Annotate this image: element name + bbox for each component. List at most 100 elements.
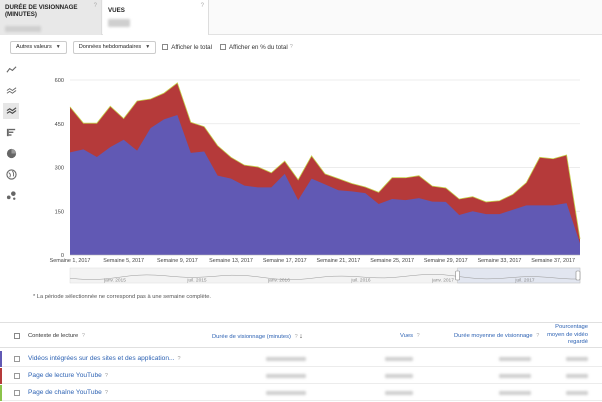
row-checkbox[interactable]	[14, 356, 20, 362]
cell-blurred	[499, 391, 531, 395]
globe-icon	[5, 168, 17, 180]
bar-chart-button[interactable]	[3, 124, 19, 140]
help-icon[interactable]: ?	[104, 390, 108, 396]
table-row[interactable]: Page de lecture YouTube?	[0, 368, 602, 384]
navigator-selection	[457, 267, 581, 284]
row-label[interactable]: Page de chaîne YouTube?	[28, 389, 108, 396]
period-dropdown[interactable]: Données hebdomadaires ▼	[72, 40, 157, 54]
table-header: Contexte de lecture ? Durée de visionnag…	[0, 322, 602, 348]
chart-toolbar: Autres valeurs ▼ Données hebdomadaires ▼…	[10, 40, 301, 54]
show-percent-option[interactable]: Afficher en % du total ?	[220, 44, 293, 51]
stacked-area-icon	[6, 106, 16, 114]
x-tick-label: Semaine 29, 2017	[424, 258, 468, 264]
area-series-0	[70, 115, 580, 255]
metric-value-blurred	[5, 25, 41, 32]
help-icon[interactable]: ?	[177, 356, 181, 362]
cell-blurred	[385, 391, 413, 395]
metric-tab-watch-time[interactable]: DURÉE DE VISIONNAGE (MINUTES) ?	[0, 0, 102, 35]
column-header-context[interactable]: Contexte de lecture ?	[28, 333, 85, 339]
select-all-checkbox[interactable]	[14, 333, 20, 339]
stacked-area-button[interactable]	[3, 103, 19, 119]
x-tick-label: Semaine 5, 2017	[103, 258, 144, 264]
x-tick-label: Semaine 37, 2017	[531, 258, 575, 264]
help-icon[interactable]: ?	[81, 333, 85, 339]
row-checkbox[interactable]	[14, 373, 20, 379]
caret-down-icon: ▼	[145, 44, 151, 50]
navigator-label: juil. 2017	[514, 278, 535, 284]
bar-chart-icon	[6, 128, 15, 136]
show-percent-label: Afficher en % du total	[229, 43, 288, 51]
chart-type-rail	[0, 59, 22, 209]
column-header-watch-time-label: Durée de visionnage (minutes)	[212, 334, 291, 340]
line-chart-icon	[5, 65, 16, 73]
navigator-handle	[455, 270, 460, 281]
x-tick-label: Semaine 33, 2017	[478, 258, 522, 264]
help-icon[interactable]: ?	[200, 3, 204, 9]
compare-dropdown[interactable]: Autres valeurs ▼	[10, 40, 67, 54]
show-total-option[interactable]: Afficher le total	[162, 44, 212, 51]
metric-value-blurred	[108, 19, 130, 28]
table-row[interactable]: Page de chaîne YouTube?	[0, 385, 602, 401]
metric-tab-views[interactable]: VUES ?	[103, 0, 209, 35]
column-header-watch-time[interactable]: Durée de visionnage (minutes) ? ↓	[212, 333, 303, 340]
column-header-avg-duration[interactable]: Durée moyenne de visionnage ?	[454, 333, 539, 339]
chart-footnote: * La période sélectionnée ne correspond …	[33, 294, 212, 300]
x-tick-label: Semaine 25, 2017	[370, 258, 414, 264]
pie-chart-button[interactable]	[3, 145, 19, 161]
show-percent-checkbox[interactable]	[220, 44, 227, 50]
y-tick-label: 450	[55, 122, 64, 128]
multi-line-button[interactable]	[3, 82, 19, 98]
navigator-label: janv. 2016	[267, 278, 290, 284]
navigator-label: janv. 2017	[431, 278, 454, 284]
row-label[interactable]: Vidéos intégrées sur des sites et des ap…	[28, 355, 181, 362]
column-header-views[interactable]: Vues ?	[400, 333, 420, 339]
y-tick-label: 600	[55, 78, 64, 84]
cell-blurred	[266, 357, 306, 361]
x-tick-label: Semaine 17, 2017	[263, 258, 307, 264]
help-icon[interactable]: ?	[289, 44, 293, 50]
bubble-chart-button[interactable]	[3, 187, 19, 203]
navigator-label: juil. 2016	[350, 278, 371, 284]
help-icon[interactable]: ?	[294, 334, 298, 340]
metric-tabs: DURÉE DE VISIONNAGE (MINUTES) ? VUES ?	[0, 0, 602, 35]
caret-down-icon: ▼	[55, 44, 61, 50]
column-header-context-label: Contexte de lecture	[28, 333, 79, 339]
navigator-handle	[575, 270, 581, 281]
multi-line-icon	[6, 86, 16, 94]
row-label-text: Page de chaîne YouTube	[28, 389, 102, 396]
metric-tab-label: DURÉE DE VISIONNAGE (MINUTES)	[5, 4, 78, 19]
compare-dropdown-label: Autres valeurs	[16, 44, 52, 50]
row-color-marker	[0, 351, 2, 367]
line-chart-button[interactable]	[3, 61, 19, 77]
navigator-label: janv. 2015	[103, 278, 126, 284]
table-row[interactable]: Vidéos intégrées sur des sites et des ap…	[0, 351, 602, 367]
x-tick-label: Semaine 13, 2017	[209, 258, 253, 264]
column-header-avg-percent[interactable]: Pourcentage moyen de vidéo regardé	[540, 324, 588, 347]
row-checkbox[interactable]	[14, 390, 20, 396]
cell-blurred	[566, 391, 588, 395]
metric-tab-label: VUES	[108, 7, 125, 14]
help-icon[interactable]: ?	[416, 333, 420, 339]
cell-blurred	[266, 374, 306, 378]
help-icon[interactable]: ?	[93, 3, 97, 9]
area-series-1	[70, 82, 580, 255]
cell-blurred	[566, 374, 588, 378]
row-label-text: Page de lecture YouTube	[28, 372, 102, 379]
cell-blurred	[385, 374, 413, 378]
help-icon[interactable]: ?	[536, 333, 540, 339]
row-color-marker	[0, 385, 2, 401]
cell-blurred	[385, 357, 413, 361]
cell-blurred	[499, 374, 531, 378]
row-label[interactable]: Page de lecture YouTube?	[28, 372, 108, 379]
series-outline	[69, 82, 581, 240]
x-tick-label: Semaine 1, 2017	[50, 258, 91, 264]
help-icon[interactable]: ?	[104, 373, 108, 379]
show-total-label: Afficher le total	[171, 43, 213, 51]
cell-blurred	[266, 391, 306, 395]
sort-desc-icon: ↓	[299, 333, 303, 340]
show-total-checkbox[interactable]	[162, 44, 169, 50]
cell-blurred	[499, 357, 531, 361]
column-header-views-label: Vues	[400, 333, 413, 339]
map-chart-button[interactable]	[3, 166, 19, 182]
period-dropdown-label: Données hebdomadaires	[78, 44, 142, 50]
